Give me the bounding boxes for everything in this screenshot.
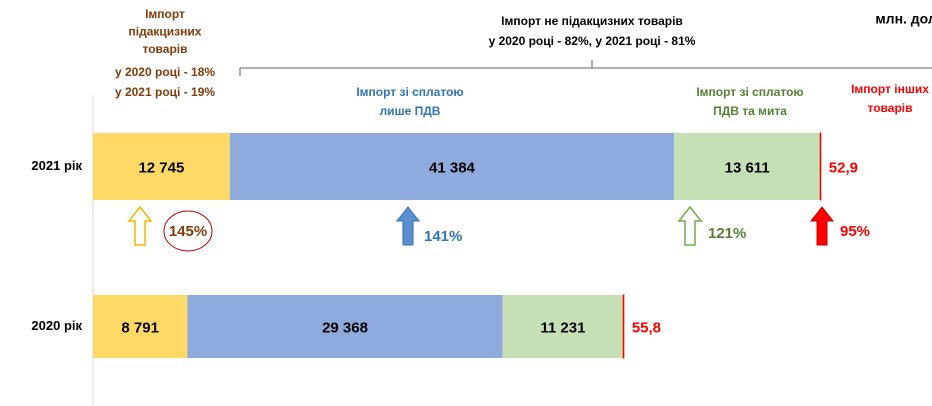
legend-label: товарів [143,42,188,56]
arrow [127,205,153,246]
legend-label: ПДВ та мита [713,104,787,118]
category-label: 2021 рік [31,158,82,173]
bar-segment [93,133,230,200]
value-label: 13 611 [725,159,770,176]
legend-label: Імпорт інших [851,82,929,96]
value-label: 41 384 [429,159,476,176]
value-label: 11 231 [540,319,585,336]
value-label: 12 745 [138,159,184,176]
bar-segment [187,295,503,358]
value-label: 55,8 [632,319,661,336]
arrow [677,205,703,246]
note: у 2020 році - 82%, у 2021 році - 81% [489,34,696,48]
legend-label: Імпорт зі сплатою [356,85,463,99]
legend-label: лише ПДВ [380,104,441,118]
growth-label: 141% [424,228,462,245]
legend-label: Імпорт [145,7,185,21]
legend-label: Імпорт зі сплатою [696,85,803,99]
bracket [239,60,932,76]
legend-label: підакцизних [129,25,202,39]
share: у 2020 році - 18% [115,65,215,79]
arrow [395,206,421,246]
arrow [809,206,835,246]
value-label: 8 791 [121,319,159,336]
bar-segment [819,132,822,201]
category-label: 2020 рік [31,318,82,333]
circle [163,210,213,252]
bar-segment [674,133,821,200]
note: Імпорт не підакцизних товарів [501,14,683,28]
growth-label: 145% [169,223,207,240]
growth-label: 95% [840,223,870,240]
bar-segment [93,295,188,358]
value-label: 29 368 [322,319,368,336]
unit: млн. дол. [875,11,932,27]
bar-segment [229,133,675,200]
share: у 2021 році - 19% [115,85,215,99]
legend-label: товарів [868,101,913,115]
bar-segment [502,295,624,358]
bar-segment [622,294,625,359]
value-label: 52,9 [829,159,858,176]
growth-label: 121% [708,225,746,242]
